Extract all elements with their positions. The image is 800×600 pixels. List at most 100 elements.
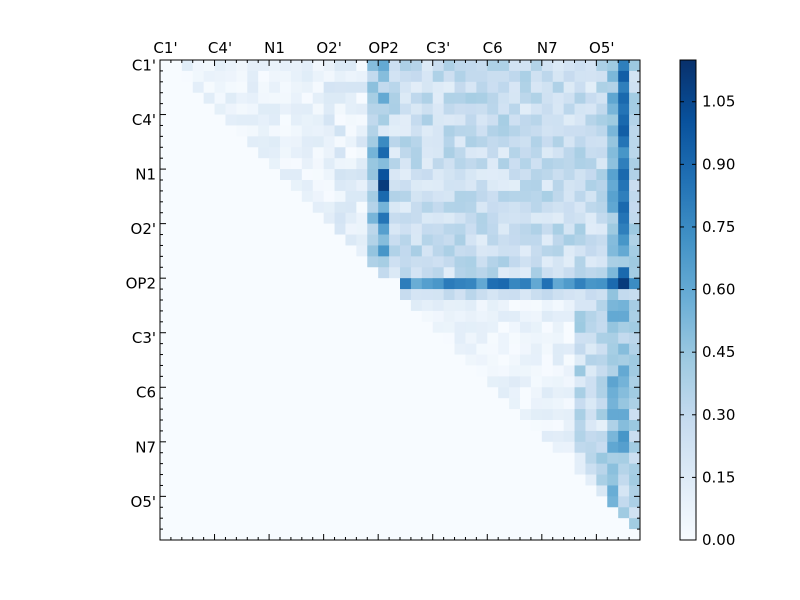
- heatmap-cell: [530, 60, 543, 72]
- heatmap-cell: [618, 201, 630, 214]
- heatmap-cell: [618, 507, 630, 519]
- heatmap-cell: [312, 169, 325, 181]
- heatmap-cell: [290, 474, 303, 486]
- heatmap-cell: [607, 420, 619, 432]
- heatmap-cell: [367, 398, 379, 410]
- heatmap-cell: [203, 463, 215, 475]
- heatmap-cell: [378, 420, 390, 432]
- heatmap-cell: [334, 92, 346, 105]
- heatmap-cell: [432, 190, 445, 203]
- heatmap-cell: [269, 365, 281, 377]
- heatmap-cell: [585, 245, 597, 257]
- heatmap-cell: [192, 289, 205, 301]
- heatmap-cell: [421, 81, 434, 94]
- heatmap-cell: [465, 245, 477, 257]
- heatmap-cell: [290, 223, 303, 235]
- heatmap-cell: [465, 518, 477, 530]
- heatmap-cell: [509, 529, 521, 541]
- heatmap-cell: [421, 245, 434, 257]
- heatmap-cell: [487, 321, 499, 334]
- heatmap-cell: [454, 430, 466, 443]
- heatmap-cell: [465, 496, 477, 508]
- heatmap-cell: [345, 300, 357, 312]
- heatmap-cell: [214, 169, 226, 181]
- heatmap-cell: [585, 518, 597, 530]
- heatmap-cell: [509, 496, 521, 508]
- heatmap-cell: [258, 245, 270, 257]
- heatmap-cell: [454, 103, 466, 115]
- heatmap-cell: [520, 354, 532, 366]
- heatmap-cell: [236, 387, 248, 399]
- heatmap-cell: [170, 70, 183, 83]
- heatmap-cell: [400, 136, 412, 148]
- heatmap-cell: [378, 267, 390, 279]
- heatmap-cell: [356, 125, 368, 137]
- heatmap-cell: [181, 452, 194, 465]
- heatmap-cell: [400, 441, 412, 454]
- heatmap-cell: [247, 485, 259, 497]
- heatmap-cell: [389, 507, 401, 519]
- heatmap-cell: [476, 70, 488, 83]
- heatmap-cell: [552, 180, 565, 192]
- heatmap-cell: [280, 420, 292, 432]
- heatmap-cell: [225, 278, 237, 290]
- heatmap-cell: [301, 60, 314, 72]
- heatmap-cell: [476, 529, 488, 541]
- heatmap-cell: [378, 289, 390, 301]
- heatmap-cell: [334, 60, 346, 72]
- heatmap-cell: [563, 92, 575, 105]
- heatmap-cell: [585, 398, 597, 410]
- heatmap-cell: [421, 518, 434, 530]
- heatmap-cell: [520, 289, 532, 301]
- heatmap-cell: [192, 496, 205, 508]
- x-tick-label: C3': [426, 39, 450, 57]
- heatmap-cell: [203, 267, 215, 279]
- heatmap-cell: [225, 81, 237, 94]
- heatmap-cell: [356, 507, 368, 519]
- heatmap-cell: [301, 387, 314, 399]
- heatmap-cell: [421, 223, 434, 235]
- heatmap-cell: [323, 507, 335, 519]
- heatmap-cell: [574, 474, 586, 486]
- heatmap-cell: [487, 343, 499, 355]
- heatmap-cell: [192, 158, 205, 170]
- heatmap-cell: [367, 289, 379, 301]
- heatmap-cell: [334, 354, 346, 366]
- heatmap-cell: [498, 300, 510, 312]
- heatmap-cell: [345, 420, 357, 432]
- heatmap-cell: [530, 409, 543, 421]
- heatmap-cell: [530, 365, 543, 377]
- heatmap-cell: [607, 452, 619, 465]
- heatmap-cell: [618, 474, 630, 486]
- heatmap-cell: [541, 289, 554, 301]
- heatmap-cell: [520, 387, 532, 399]
- heatmap-cell: [214, 92, 226, 105]
- heatmap-cell: [629, 321, 641, 334]
- heatmap-cell: [498, 92, 510, 105]
- heatmap-cell: [552, 463, 565, 475]
- heatmap-cell: [389, 518, 401, 530]
- heatmap-cell: [421, 92, 434, 105]
- heatmap-cell: [160, 114, 172, 126]
- heatmap-cell: [629, 463, 641, 475]
- heatmap-cell: [258, 114, 270, 126]
- heatmap-cell: [214, 223, 226, 235]
- heatmap-cell: [312, 136, 325, 148]
- heatmap-cell: [476, 507, 488, 519]
- heatmap-cell: [498, 114, 510, 126]
- heatmap-cell: [465, 310, 477, 323]
- axis-ticks: [159, 59, 641, 541]
- heatmap-cell: [378, 92, 390, 105]
- heatmap-cell: [312, 321, 325, 334]
- heatmap-cell: [476, 81, 488, 94]
- heatmap-cell: [552, 387, 565, 399]
- heatmap-cell: [541, 518, 554, 530]
- heatmap-cell: [214, 441, 226, 454]
- heatmap-cell: [563, 507, 575, 519]
- heatmap-cell: [530, 70, 543, 83]
- heatmap-cell: [498, 212, 510, 225]
- heatmap-cell: [607, 398, 619, 410]
- heatmap-cell: [520, 507, 532, 519]
- heatmap-cell: [280, 452, 292, 465]
- heatmap-cell: [312, 463, 325, 475]
